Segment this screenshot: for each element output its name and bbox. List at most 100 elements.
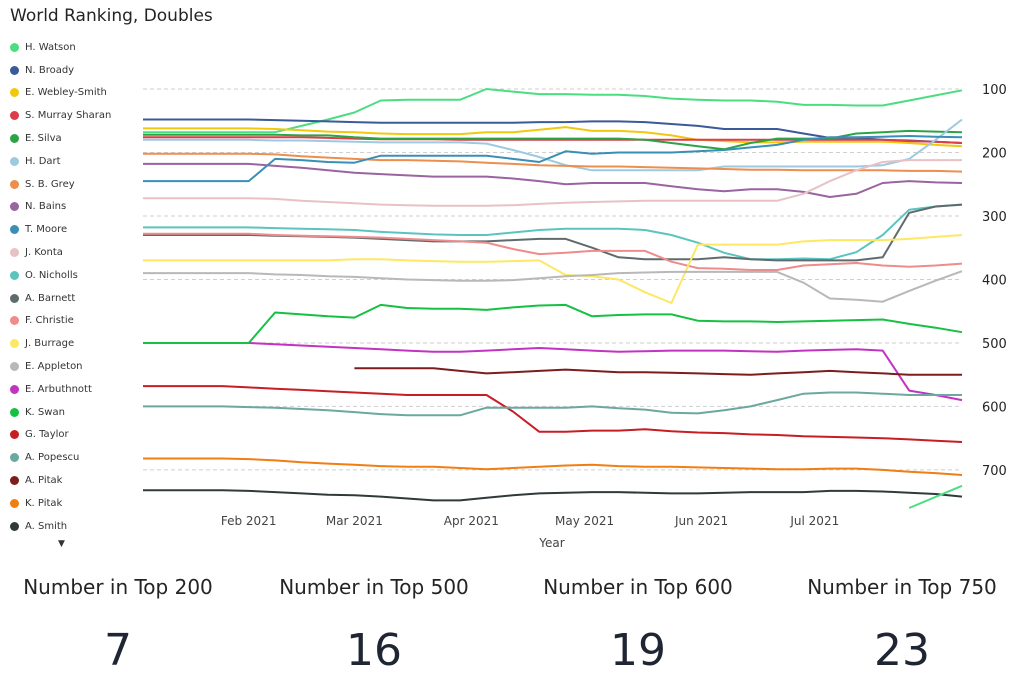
legend-item[interactable]: J. Burrage [6, 332, 136, 355]
legend-item[interactable]: S. Murray Sharan [6, 104, 136, 127]
legend-item[interactable]: E. Webley-Smith [6, 82, 136, 105]
legend-swatch [10, 270, 19, 280]
series-line-g-taylor[interactable] [143, 385, 963, 443]
legend-item[interactable]: T. Moore [6, 218, 136, 241]
legend-item[interactable]: A. Popescu [6, 446, 136, 469]
y-tick-label: 300 [982, 210, 1007, 225]
series-line-s-murray-sharan[interactable] [143, 136, 963, 144]
legend-item[interactable]: J. Konta [6, 241, 136, 264]
series-line-k-swan[interactable] [143, 303, 963, 344]
legend-swatch [10, 225, 19, 235]
legend-item[interactable]: G. Taylor [6, 424, 136, 447]
legend-swatch [10, 407, 19, 417]
legend-swatch [10, 134, 19, 144]
legend-swatch [10, 293, 19, 303]
legend-item[interactable]: A. Barnett [6, 287, 136, 310]
legend-label: T. Moore [25, 224, 68, 236]
legend-label: N. Bains [25, 201, 67, 213]
series-line-o-nicholls[interactable] [143, 203, 963, 261]
series-line-h-watson[interactable] [143, 88, 963, 134]
series-line-j-burrage[interactable] [143, 234, 963, 304]
series-segment-h-watson[interactable] [908, 484, 963, 509]
legend-item[interactable]: N. Broady [6, 59, 136, 82]
series-line-h-dart[interactable] [143, 118, 963, 172]
legend-label: G. Taylor [25, 429, 69, 441]
legend-swatch [10, 202, 19, 212]
legend-label: J. Burrage [25, 338, 75, 350]
legend-swatch [10, 248, 19, 258]
legend-label: H. Dart [25, 155, 61, 167]
legend-swatch [10, 521, 19, 531]
legend-label: A. Popescu [25, 452, 80, 464]
series-line-e-webley-smith[interactable] [143, 126, 963, 148]
kpi-label: Number in Top 750 [807, 575, 997, 599]
legend-swatch [10, 156, 19, 166]
legend-label: K. Swan [25, 406, 65, 418]
legend-label: E. Webley-Smith [25, 87, 107, 99]
x-tick-label: Jun 2021 [674, 514, 728, 528]
legend-item[interactable]: H. Watson [6, 36, 136, 59]
legend-label: F. Christie [25, 315, 74, 327]
series-line-j-konta[interactable] [143, 159, 962, 207]
legend-item[interactable]: K. Pitak [6, 492, 136, 515]
legend-item[interactable]: H. Dart [6, 150, 136, 173]
kpi-value: 23 [874, 625, 930, 676]
legend-item[interactable]: N. Bains [6, 196, 136, 219]
series-line-a-popescu[interactable] [143, 391, 962, 417]
legend-label: S. B. Grey [25, 178, 75, 190]
legend-swatch [10, 339, 19, 349]
series-line-a-barnett[interactable] [143, 203, 963, 262]
legend-swatch [10, 88, 19, 98]
kpi-label: Number in Top 200 [23, 575, 213, 599]
kpi-label: Number in Top 500 [279, 575, 469, 599]
kpi-label: Number in Top 600 [543, 575, 733, 599]
series-line-t-moore[interactable] [143, 135, 963, 183]
triangle-down-icon[interactable]: ▼ [58, 539, 65, 549]
y-tick-label: 500 [982, 337, 1007, 352]
y-tick-label: 200 [982, 147, 1007, 162]
y-tick-label: 400 [982, 273, 1007, 288]
series-line-e-appleton[interactable] [143, 270, 963, 303]
legend-label: E. Arbuthnott [25, 383, 92, 395]
series-line-e-arbuthnott[interactable] [143, 342, 963, 402]
kpi-value: 19 [610, 625, 666, 676]
legend-swatch [10, 65, 19, 75]
series-line-a-smith[interactable] [143, 489, 963, 502]
kpi-value: 16 [346, 625, 402, 676]
series-line-n-bains[interactable] [143, 162, 963, 198]
legend-swatch [10, 453, 19, 463]
kpi-card-top-500: Number in Top 500 16 [256, 575, 492, 676]
legend-label: E. Silva [25, 133, 62, 145]
series-line-a-pitak[interactable] [354, 367, 962, 376]
x-tick-label: May 2021 [555, 514, 614, 528]
legend-label: H. Watson [25, 41, 76, 53]
chart-title: World Ranking, Doubles [10, 6, 213, 26]
legend-item[interactable]: K. Swan [6, 401, 136, 424]
series-line-s-b-grey[interactable] [143, 152, 963, 173]
line-chart: 100 200 300 400 500 600 700 Feb 2021 Mar 2021 Apr… [143, 83, 1007, 550]
series-line-k-pitak[interactable] [143, 457, 963, 476]
legend-item[interactable]: E. Silva [6, 127, 136, 150]
series-line-f-christie[interactable] [143, 232, 963, 271]
kpi-card-top-750: Number in Top 750 23 [784, 575, 1020, 676]
legend-swatch [10, 384, 19, 394]
kpi-value: 7 [104, 625, 132, 676]
legend-item[interactable]: E. Appleton [6, 355, 136, 378]
x-axis-label: Year [538, 536, 564, 550]
legend-item[interactable]: F. Christie [6, 310, 136, 333]
legend-swatch [10, 42, 19, 52]
legend-label: A. Barnett [25, 292, 76, 304]
y-tick-label: 700 [982, 464, 1007, 479]
legend-swatch [10, 430, 19, 440]
legend-item[interactable]: O. Nicholls [6, 264, 136, 287]
legend-item[interactable]: S. B. Grey [6, 173, 136, 196]
chart-legend[interactable]: H. Watson N. Broady E. Webley-Smith S. Murr… [6, 36, 136, 538]
legend-item[interactable]: A. Pitak [6, 469, 136, 492]
kpi-card-top-200: Number in Top 200 7 [0, 575, 236, 676]
legend-item[interactable]: E. Arbuthnott [6, 378, 136, 401]
x-tick-label: Feb 2021 [221, 514, 277, 528]
x-tick-label: Mar 2021 [326, 514, 383, 528]
legend-label: N. Broady [25, 64, 75, 76]
x-tick-label: Apr 2021 [444, 514, 499, 528]
legend-item[interactable]: A. Smith [6, 515, 136, 538]
